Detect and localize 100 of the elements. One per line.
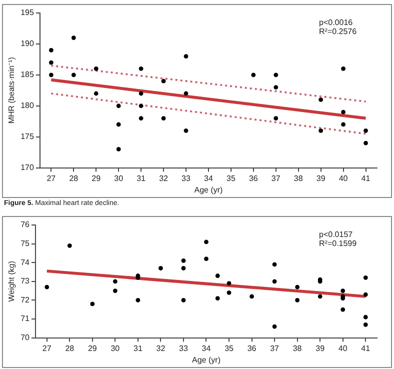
- point: [340, 307, 346, 312]
- x-tick-label: 30: [110, 344, 120, 353]
- point: [116, 104, 121, 108]
- x-tick-label: 34: [202, 344, 212, 353]
- x-tick-label: 40: [338, 344, 348, 353]
- point: [272, 279, 277, 284]
- point: [90, 302, 95, 306]
- x-tick-label: 27: [46, 174, 56, 183]
- x-tick-label: 32: [159, 174, 169, 183]
- y-tick-label: 71: [20, 314, 30, 324]
- point: [215, 274, 220, 278]
- point: [226, 290, 232, 295]
- x-tick-label: 37: [270, 344, 280, 353]
- x-tick-label: 30: [114, 174, 124, 183]
- point: [251, 72, 256, 78]
- y-tick-label: 75: [20, 239, 30, 248]
- x-tick-label: 41: [361, 344, 371, 353]
- point: [67, 243, 72, 248]
- point: [272, 324, 277, 329]
- point: [116, 147, 121, 152]
- point: [318, 97, 324, 102]
- x-tick-label: 40: [338, 174, 348, 183]
- point: [184, 128, 188, 133]
- point: [341, 110, 346, 114]
- y-tick-label: 72: [20, 295, 30, 304]
- point: [48, 48, 54, 52]
- x-tick-label: 36: [247, 344, 257, 353]
- annotation: p<0.0016: [319, 18, 354, 28]
- point: [112, 279, 118, 284]
- y-tick-label: 185: [20, 70, 34, 80]
- x-tick-label: 36: [248, 174, 258, 183]
- point: [226, 281, 232, 286]
- point: [48, 60, 54, 65]
- y-tick-label: 180: [20, 101, 34, 110]
- y-tick-label: 190: [20, 39, 34, 48]
- point: [138, 91, 144, 96]
- y-tick-label: 70: [20, 333, 30, 342]
- x-tick-label: 28: [69, 174, 79, 183]
- y-tick-label: 76: [20, 220, 30, 230]
- point: [71, 72, 76, 78]
- x-tick-label: 29: [88, 344, 98, 353]
- y-tick-label: 73: [20, 276, 30, 286]
- x-tick-label: 33: [179, 344, 188, 353]
- x-tick-label: 27: [42, 344, 52, 353]
- point: [364, 128, 368, 133]
- point: [116, 122, 121, 127]
- point: [161, 78, 166, 84]
- x-tick-label: 38: [294, 174, 304, 183]
- point: [94, 91, 98, 96]
- x-tick-label: 31: [136, 174, 146, 183]
- point: [112, 288, 118, 293]
- x-tick-label: 31: [133, 344, 143, 353]
- point: [184, 91, 188, 96]
- point: [363, 292, 368, 297]
- point: [94, 66, 98, 71]
- annotation: R²=0.1599: [319, 239, 358, 248]
- point: [363, 322, 368, 327]
- x-tick-label: 34: [204, 174, 214, 183]
- y-tick-label: 195: [20, 8, 34, 18]
- x-tick-label: 28: [65, 344, 75, 353]
- x-tick-label: 38: [292, 344, 302, 353]
- point: [161, 116, 166, 120]
- point: [363, 314, 368, 320]
- point: [71, 36, 76, 40]
- point: [136, 298, 140, 302]
- x-tick-label: 29: [92, 174, 102, 183]
- point: [138, 66, 144, 71]
- x-tick-label: 33: [182, 174, 191, 183]
- point: [274, 72, 278, 78]
- point: [250, 294, 254, 299]
- x-tick-label: 35: [224, 344, 234, 353]
- x-tick-label: 35: [226, 174, 236, 183]
- x-tick-label: 39: [316, 174, 326, 183]
- point: [181, 258, 186, 263]
- y-axis-title: Weight (kg): [7, 260, 16, 302]
- point: [44, 284, 50, 290]
- point: [181, 298, 186, 302]
- point: [295, 298, 300, 302]
- y-axis-title: MHR (beats·min⁻¹): [7, 56, 16, 124]
- point: [215, 296, 220, 301]
- x-tick-label: 32: [156, 344, 166, 353]
- point: [318, 128, 324, 133]
- x-axis-title: Age (yr): [192, 355, 221, 364]
- annotation: R²=0.2576: [319, 27, 358, 36]
- y-tick-label: 170: [20, 163, 34, 172]
- x-tick-label: 37: [271, 174, 281, 183]
- x-tick-label: 39: [316, 344, 326, 353]
- point: [274, 85, 278, 90]
- point: [181, 266, 186, 270]
- point: [363, 275, 368, 280]
- annotation: p<0.0157: [319, 230, 354, 240]
- y-tick-label: 175: [20, 132, 34, 142]
- point: [48, 72, 54, 78]
- point: [184, 54, 188, 59]
- point: [138, 104, 144, 108]
- point: [364, 140, 368, 146]
- point: [295, 284, 300, 290]
- point: [318, 294, 322, 299]
- point: [138, 116, 144, 120]
- point: [274, 116, 278, 120]
